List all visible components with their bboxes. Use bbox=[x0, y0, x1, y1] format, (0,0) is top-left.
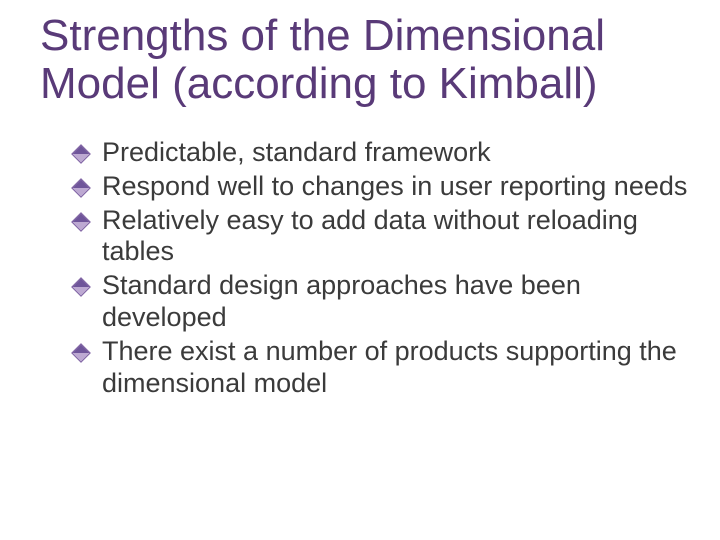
list-item: There exist a number of products support… bbox=[74, 336, 690, 400]
list-item-text: Predictable, standard framework bbox=[102, 137, 491, 167]
list-item: Predictable, standard framework bbox=[74, 137, 690, 169]
list-item-text: Standard design approaches have been dev… bbox=[102, 270, 581, 332]
slide-title: Strengths of the Dimensional Model (acco… bbox=[40, 12, 690, 109]
list-item: Relatively easy to add data without relo… bbox=[74, 205, 690, 269]
list-item-text: Respond well to changes in user reportin… bbox=[102, 171, 687, 201]
list-item-text: Relatively easy to add data without relo… bbox=[102, 205, 638, 267]
slide: Strengths of the Dimensional Model (acco… bbox=[0, 0, 720, 540]
bullet-list: Predictable, standard framework Respond … bbox=[74, 137, 690, 400]
list-item: Standard design approaches have been dev… bbox=[74, 270, 690, 334]
list-item-text: There exist a number of products support… bbox=[102, 336, 677, 398]
list-item: Respond well to changes in user reportin… bbox=[74, 171, 690, 203]
title-line-1: Strengths of the Dimensional bbox=[40, 11, 605, 60]
title-line-2: Model (according to Kimball) bbox=[40, 59, 598, 108]
